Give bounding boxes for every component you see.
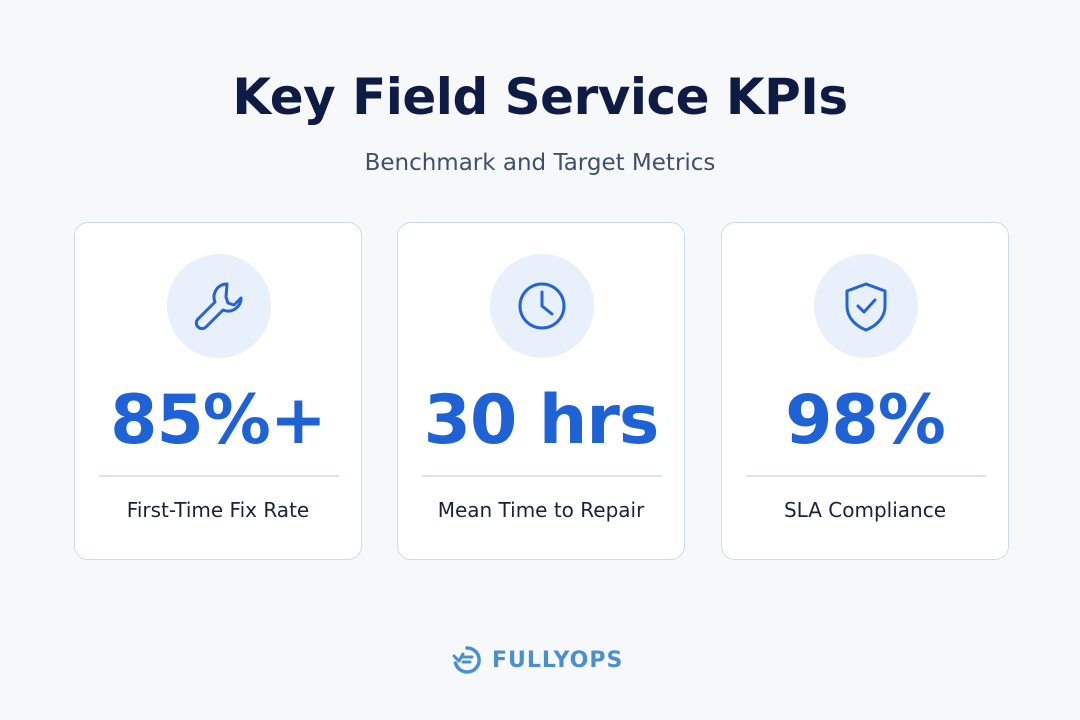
card-divider — [99, 475, 339, 477]
shield-check-icon — [814, 254, 918, 358]
wrench-icon — [167, 254, 271, 358]
kpi-value: 98% — [785, 381, 946, 460]
kpi-label: First-Time Fix Rate — [126, 498, 310, 522]
kpi-value: 85%+ — [110, 381, 327, 460]
kpi-card-first-time-fix-rate: 85%+ First-Time Fix Rate — [74, 222, 362, 560]
brand-name: FULLYOPS — [492, 647, 624, 673]
kpi-value: 30 hrs — [423, 381, 660, 460]
card-divider — [746, 475, 986, 477]
clock-icon — [490, 254, 594, 358]
fullyops-logo-icon — [452, 646, 481, 674]
page-title: Key Field Service KPIs — [232, 68, 848, 126]
card-divider — [422, 475, 662, 477]
brand-footer: FULLYOPS — [452, 642, 623, 678]
kpi-card-sla-compliance: 98% SLA Compliance — [721, 222, 1009, 560]
kpi-label: Mean Time to Repair — [437, 498, 645, 522]
kpi-card-mean-time-to-repair: 30 hrs Mean Time to Repair — [397, 222, 685, 560]
page-subtitle: Benchmark and Target Metrics — [364, 150, 716, 176]
kpi-label: SLA Compliance — [783, 498, 947, 522]
